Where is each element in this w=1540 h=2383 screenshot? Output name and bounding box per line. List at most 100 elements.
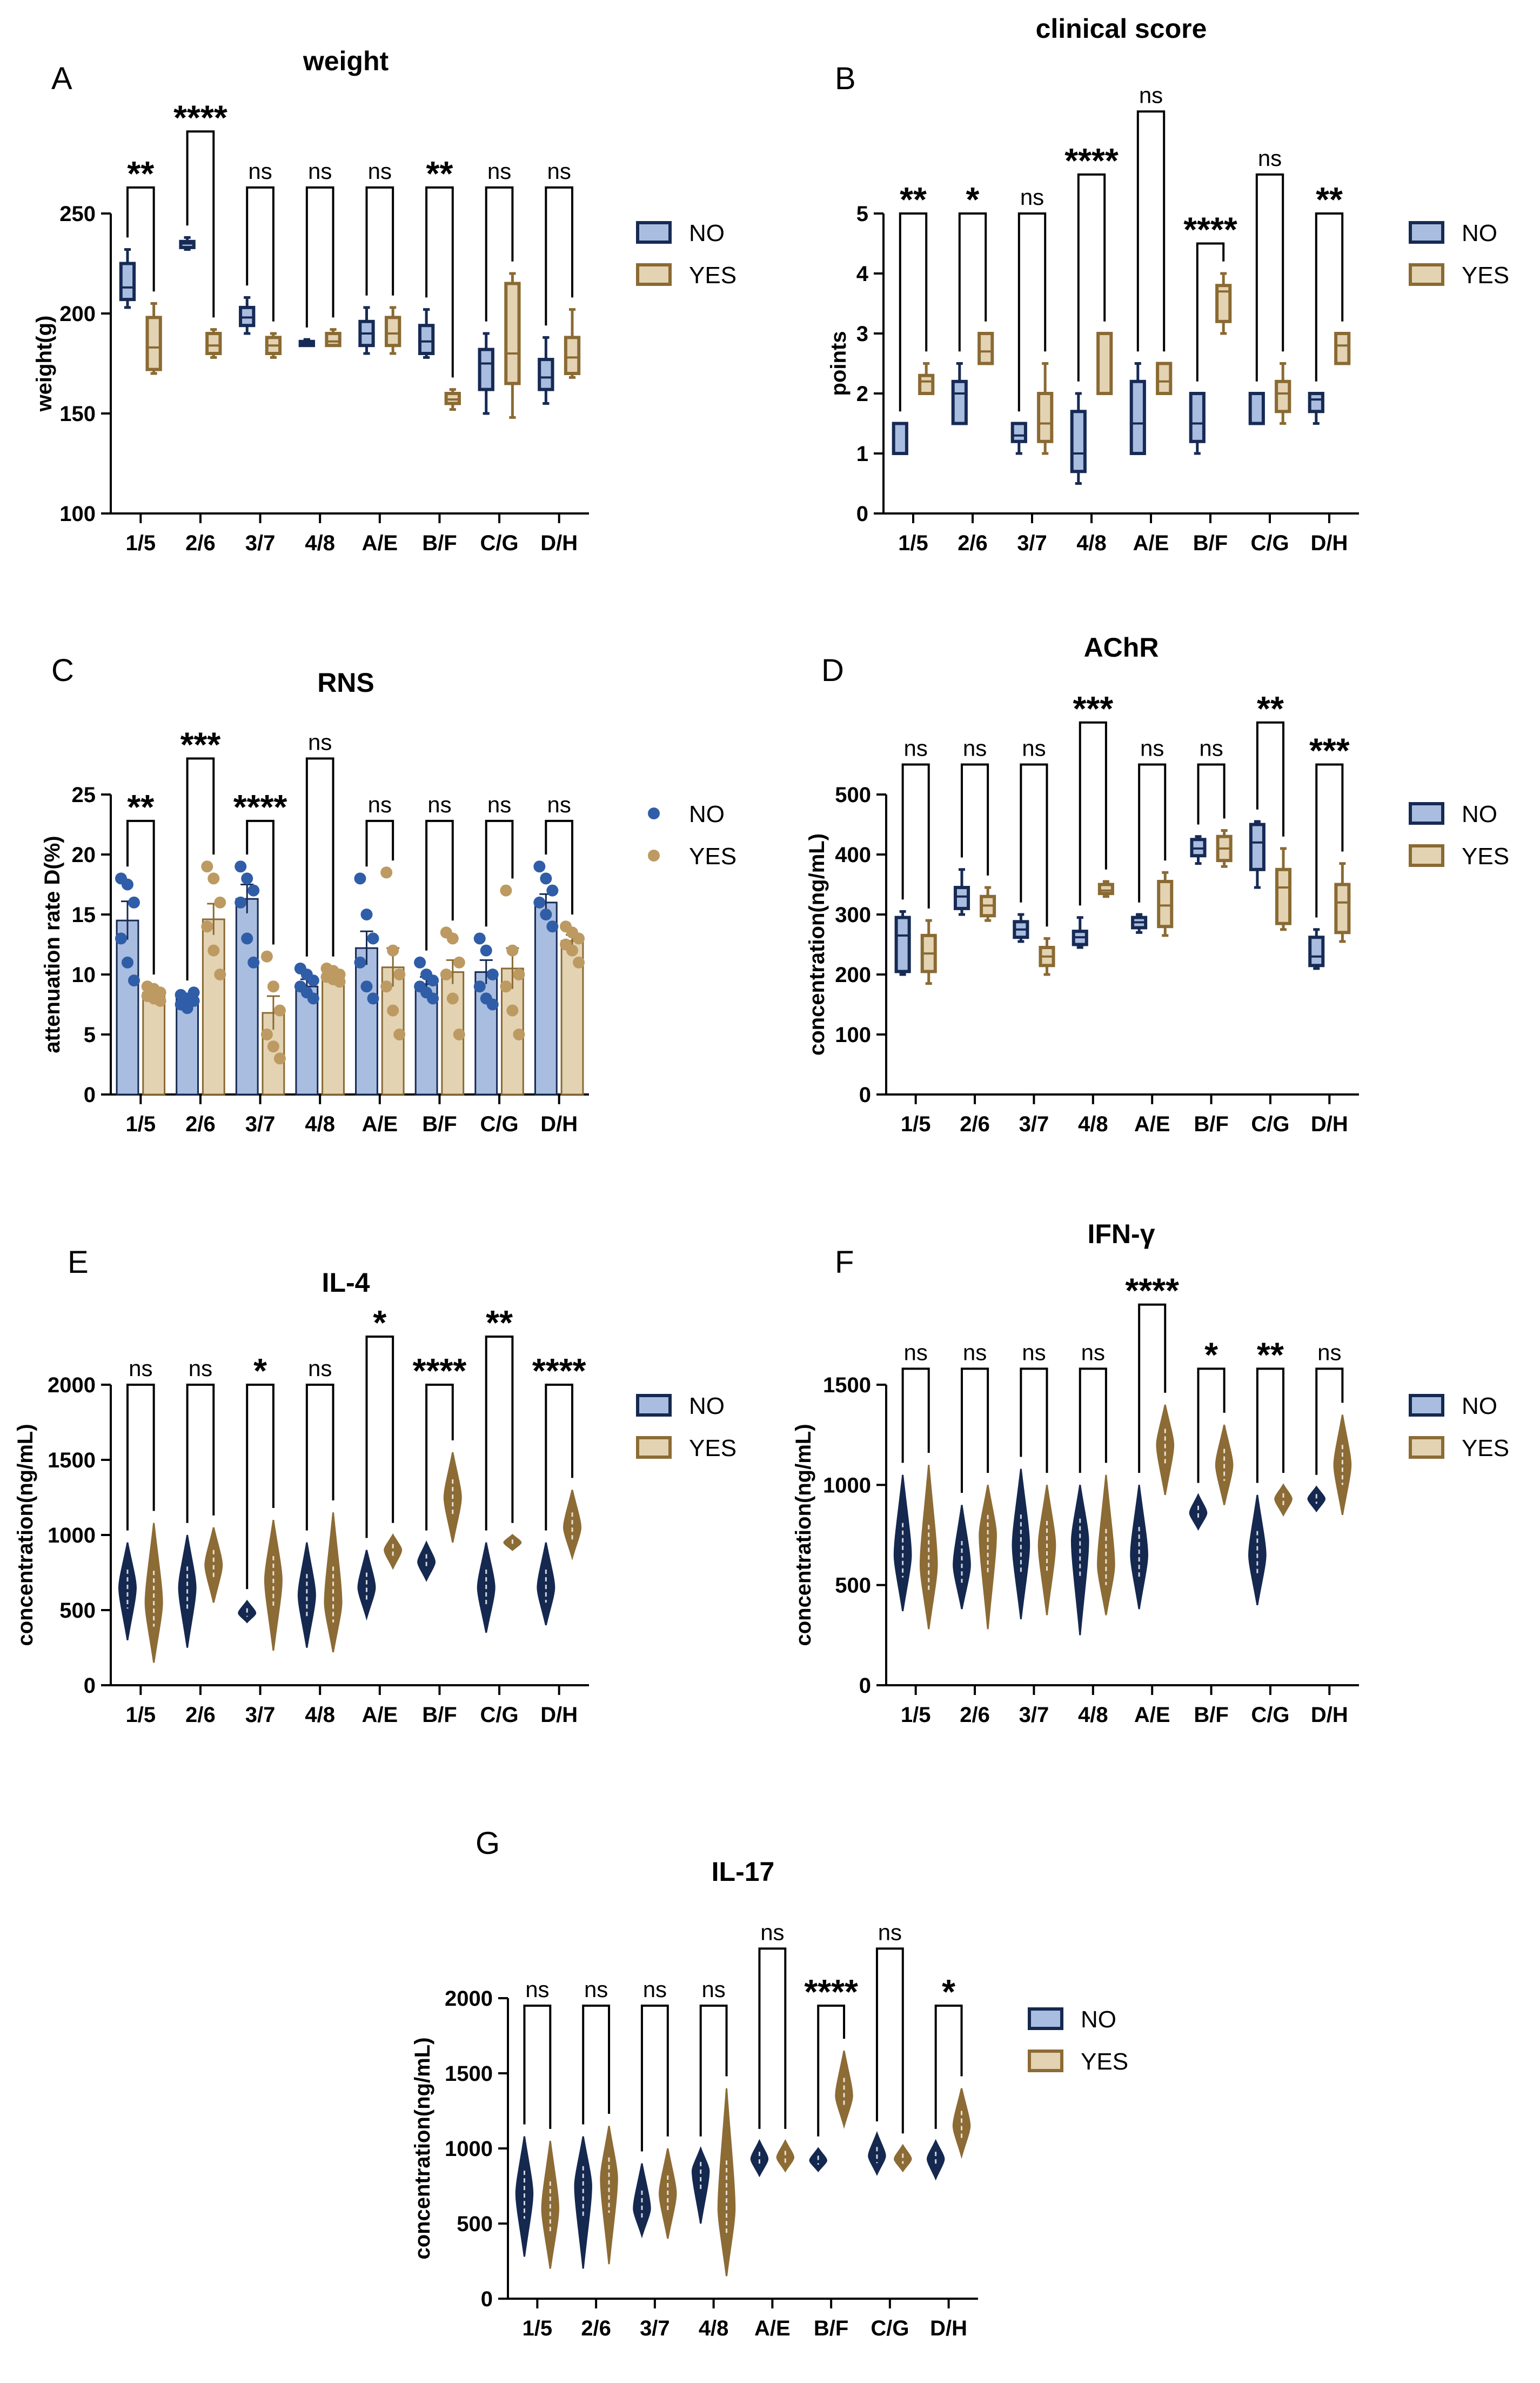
significance-bracket	[425, 819, 454, 951]
violin-no	[1307, 1485, 1326, 1513]
significance-bracket	[186, 130, 215, 318]
legend-label: NO	[689, 220, 725, 246]
significance-bracket	[365, 186, 394, 296]
chart-title: IFN-γ	[1088, 1219, 1155, 1249]
legend-marker-yes	[636, 263, 672, 286]
significance-label: *	[966, 180, 980, 219]
x-tick-label: 4/8	[1078, 1703, 1108, 1727]
y-tick-label: 15	[72, 903, 96, 927]
significance-label: **	[1257, 689, 1284, 728]
y-tick-label: 500	[59, 1599, 96, 1623]
y-tick-label: 20	[72, 843, 96, 867]
data-point-yes	[273, 1004, 286, 1017]
significance-bracket	[961, 1367, 989, 1493]
y-tick-label: 0	[859, 1674, 871, 1698]
y-tick-label: 500	[457, 2212, 493, 2236]
significance-bracket	[485, 186, 514, 322]
y-tick-label: 5	[84, 1023, 96, 1047]
x-tick-label: B/F	[422, 1703, 457, 1727]
x-tick-label: C/G	[480, 1703, 519, 1727]
violin-no	[297, 1542, 316, 1648]
x-tick-label: 4/8	[305, 1112, 335, 1136]
data-point-no	[247, 884, 260, 897]
violin-yes	[264, 1519, 283, 1651]
significance-label: ****	[1064, 141, 1119, 180]
data-point-no	[414, 956, 426, 969]
significance-label: **	[127, 154, 154, 193]
legend-label: NO	[1081, 2006, 1116, 2033]
y-tick-label: 4	[856, 262, 869, 286]
legend-label: NO	[1462, 220, 1497, 246]
significance-label: ns	[487, 792, 511, 817]
legend-marker-no	[1409, 1394, 1444, 1417]
data-point-yes	[214, 969, 226, 980]
panel-letter: F	[835, 1245, 854, 1280]
x-tick-label: 3/7	[245, 531, 276, 555]
x-tick-label: 3/7	[245, 1112, 276, 1136]
significance-bracket	[640, 2004, 669, 2152]
y-tick-label: 1500	[48, 1449, 96, 1472]
data-point-yes	[440, 969, 452, 980]
y-tick-label: 2000	[48, 1373, 96, 1397]
box-yes	[1334, 883, 1351, 934]
significance-bracket	[545, 819, 574, 915]
x-tick-label: A/E	[1134, 1703, 1170, 1727]
significance-label: ns	[878, 1919, 902, 1945]
significance-label: ns	[308, 1356, 332, 1381]
significance-label: ns	[1199, 736, 1223, 761]
significance-label: ****	[532, 1351, 586, 1390]
significance-bracket	[1315, 763, 1344, 918]
data-point-yes	[333, 976, 346, 988]
significance-label: ns	[584, 1977, 608, 2002]
x-tick-label: 2/6	[185, 531, 216, 555]
bar-no	[116, 919, 139, 1096]
significance-bracket	[126, 819, 155, 974]
x-tick-label: 1/5	[126, 1703, 156, 1727]
x-tick-label: 3/7	[1019, 1703, 1049, 1727]
chart-title: AChR	[1084, 632, 1159, 663]
significance-bracket	[485, 819, 514, 927]
data-point-yes	[393, 969, 406, 980]
significance-bracket	[523, 2004, 552, 2129]
significance-label: ns	[129, 1356, 152, 1381]
legend-label: YES	[689, 262, 736, 289]
x-tick-label: 1/5	[126, 1112, 156, 1136]
bar-no	[414, 983, 438, 1096]
y-tick-label: 1000	[823, 1473, 871, 1497]
box-yes	[504, 282, 521, 385]
significance-label: ns	[1020, 184, 1044, 210]
data-point-yes	[260, 1029, 273, 1040]
data-point-yes	[207, 872, 220, 885]
data-point-yes	[506, 944, 519, 957]
box-yes	[564, 336, 581, 376]
significance-label: ns	[963, 736, 987, 761]
y-axis-label: attenuation rate D(%)	[41, 836, 64, 1053]
x-tick-label: D/H	[540, 1112, 578, 1136]
y-tick-label: 1000	[445, 2137, 493, 2161]
data-point-no	[128, 974, 140, 987]
panel-letter: E	[68, 1245, 89, 1280]
significance-bracket	[958, 212, 987, 352]
chart-panel-g: G IL-17 concentration(ng/mL) 0 500 1000 1500 20…	[411, 1826, 1128, 2340]
x-tick-label: D/H	[1311, 1112, 1348, 1136]
y-tick-label: 2	[856, 382, 868, 406]
x-tick-label: 3/7	[640, 2317, 670, 2340]
bar-no	[355, 947, 378, 1096]
box-yes	[1037, 392, 1054, 443]
x-tick-label: 2/6	[185, 1703, 216, 1727]
significance-label: ns	[963, 1339, 987, 1365]
significance-label: ns	[189, 1356, 212, 1381]
significance-label: *	[373, 1303, 386, 1342]
box-no	[119, 262, 136, 302]
significance-label: ****	[233, 787, 287, 826]
significance-label: ns	[248, 158, 272, 184]
significance-bracket	[1079, 721, 1107, 906]
x-tick-label: A/E	[361, 531, 398, 555]
legend-label: YES	[689, 1435, 736, 1461]
data-point-yes	[500, 884, 512, 897]
y-tick-label: 100	[59, 502, 96, 526]
box-no	[892, 422, 908, 455]
y-tick-label: 0	[481, 2287, 493, 2311]
x-tick-label: 4/8	[305, 1703, 335, 1727]
